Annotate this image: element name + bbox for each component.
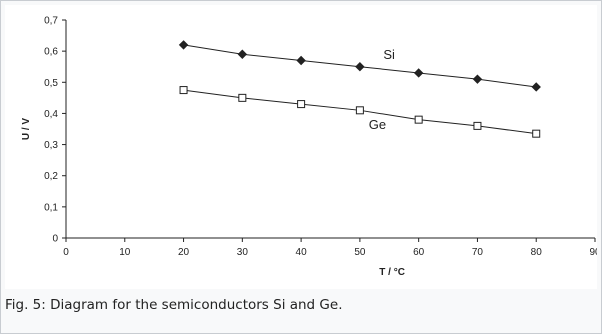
x-tick-label: 10 — [119, 247, 131, 258]
data-point-si — [531, 82, 541, 92]
data-point-ge — [297, 100, 306, 109]
y-tick-label: 0,5 — [44, 78, 58, 89]
y-axis-title: U / V — [21, 118, 32, 141]
data-point-si — [355, 62, 365, 72]
data-point-ge — [355, 106, 364, 115]
y-tick-label: 0,4 — [44, 109, 58, 120]
x-tick-label: 30 — [237, 247, 249, 258]
x-tick-label: 80 — [531, 247, 543, 258]
y-tick-label: 0 — [52, 234, 58, 245]
x-tick-label: 50 — [354, 247, 366, 258]
data-point-ge — [473, 121, 482, 130]
x-tick-label: 60 — [413, 247, 425, 258]
data-point-si — [413, 68, 424, 78]
data-point-ge — [532, 129, 541, 138]
series-label-ge: Ge — [369, 117, 386, 132]
x-tick-label: 90 — [589, 247, 597, 258]
data-point-si — [472, 74, 483, 84]
y-tick-label: 0,2 — [44, 171, 58, 182]
y-tick-label: 0,3 — [44, 140, 58, 151]
x-tick-label: 70 — [472, 247, 484, 258]
x-tick-label: 20 — [178, 247, 190, 258]
data-point-si — [296, 55, 306, 66]
x-tick-label: 40 — [296, 247, 308, 258]
y-tick-label: 0,7 — [44, 16, 58, 27]
data-point-ge — [414, 115, 423, 124]
data-point-si — [237, 49, 248, 59]
data-point-ge — [179, 86, 188, 95]
series-label-si: Si — [383, 47, 395, 62]
x-axis-title: T / °C — [379, 267, 405, 278]
line-chart: 0 10 20 30 40 50 60 70 80 90 0 0,1 0,2 0,3 0,4 0,5 0,6 0,… — [21, 16, 597, 279]
chart-axes: 0 10 20 30 40 50 60 70 80 90 0 0,1 0,2 0,3 0,4 0,5 0,6 0,… — [44, 16, 597, 259]
figure-caption: Fig. 5: Diagram for the semiconductors S… — [5, 297, 343, 313]
chart-series: Si Ge — [178, 40, 541, 138]
chart-figure: 0 10 20 30 40 50 60 70 80 90 0 0,1 0,2 0,3 0,4 0,5 0,6 0,… — [5, 5, 597, 289]
y-tick-label: 0,1 — [44, 202, 58, 213]
data-point-ge — [238, 93, 247, 102]
y-tick-label: 0,6 — [44, 47, 58, 58]
data-point-si — [178, 40, 189, 50]
x-tick-label: 0 — [63, 247, 69, 258]
